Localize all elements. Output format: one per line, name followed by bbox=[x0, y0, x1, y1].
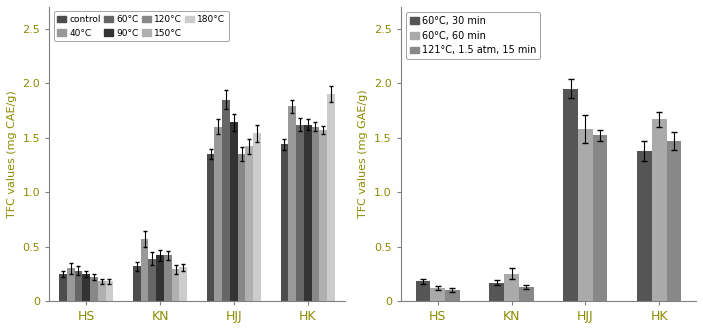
Bar bbox=[593, 136, 607, 301]
Bar bbox=[214, 127, 222, 301]
Bar bbox=[179, 267, 187, 301]
Bar bbox=[304, 125, 311, 301]
Bar bbox=[288, 106, 296, 301]
Bar bbox=[172, 269, 179, 301]
Bar bbox=[489, 282, 504, 301]
Y-axis label: TFC values (mg CAE/g): TFC values (mg CAE/g) bbox=[7, 90, 17, 218]
Bar bbox=[90, 277, 98, 301]
Legend: 60°C, 30 min, 60°C, 60 min, 121°C, 1.5 atm, 15 min: 60°C, 30 min, 60°C, 60 min, 121°C, 1.5 a… bbox=[406, 12, 541, 59]
Bar bbox=[75, 271, 82, 301]
Bar bbox=[519, 287, 534, 301]
Bar bbox=[296, 125, 304, 301]
Bar bbox=[578, 129, 593, 301]
Bar bbox=[652, 119, 666, 301]
Bar bbox=[245, 147, 253, 301]
Bar bbox=[98, 281, 105, 301]
Bar bbox=[563, 89, 578, 301]
Legend: control, 40°C, 60°C, 90°C, 120°C, 150°C, 180°C: control, 40°C, 60°C, 90°C, 120°C, 150°C,… bbox=[54, 12, 228, 41]
Bar bbox=[164, 255, 172, 301]
Bar bbox=[430, 288, 445, 301]
Bar bbox=[156, 255, 164, 301]
Bar bbox=[105, 281, 113, 301]
Y-axis label: TFC values (mg GAE/g): TFC values (mg GAE/g) bbox=[359, 90, 368, 218]
Bar bbox=[207, 154, 214, 301]
Bar bbox=[67, 268, 75, 301]
Bar bbox=[666, 141, 681, 301]
Bar bbox=[504, 274, 519, 301]
Bar bbox=[230, 122, 238, 301]
Bar bbox=[82, 274, 90, 301]
Bar bbox=[445, 290, 460, 301]
Bar bbox=[311, 127, 319, 301]
Bar bbox=[327, 94, 335, 301]
Bar bbox=[133, 266, 141, 301]
Bar bbox=[141, 239, 148, 301]
Bar bbox=[280, 144, 288, 301]
Bar bbox=[59, 274, 67, 301]
Bar bbox=[148, 258, 156, 301]
Bar bbox=[253, 133, 261, 301]
Bar bbox=[637, 151, 652, 301]
Bar bbox=[415, 281, 430, 301]
Bar bbox=[222, 100, 230, 301]
Bar bbox=[319, 130, 327, 301]
Bar bbox=[238, 154, 245, 301]
